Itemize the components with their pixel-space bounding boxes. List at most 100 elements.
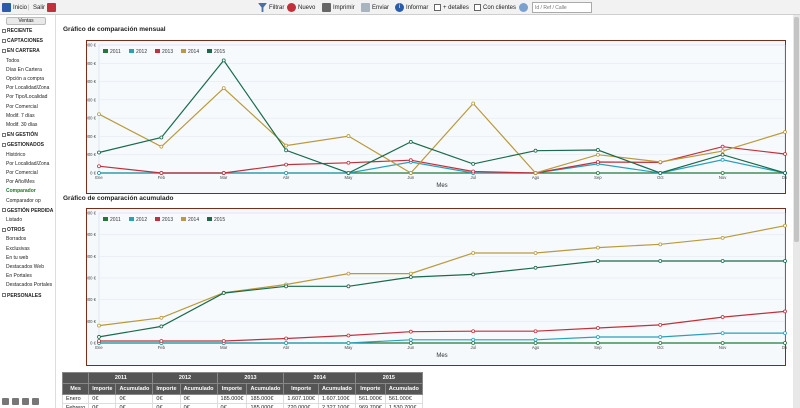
year-header: 2013	[216, 372, 285, 384]
legend-label: 2013	[162, 217, 173, 223]
details-checkbox[interactable]	[434, 4, 441, 11]
sidebar-item-label: Destacados Portales	[6, 282, 53, 289]
expand-icon	[2, 48, 6, 53]
clients-checkbox[interactable]	[474, 4, 481, 11]
data-point	[346, 333, 351, 338]
clients-toggle[interactable]: Con clientes	[474, 2, 516, 13]
series-line	[99, 332, 785, 344]
sidebar-item[interactable]: Modif. 30 días	[6, 122, 37, 128]
x-tick-label: Feb	[158, 175, 166, 180]
sidebar-section[interactable]: OTROS	[2, 227, 25, 233]
sidebar-item[interactable]: Modif. 7 días	[6, 113, 35, 119]
home-button[interactable]: Inicio	[2, 2, 27, 13]
table-row: Enero 0€ 0€ 0€ 0€ 185.000€ 185.000€ 1.607.100€ 1…	[61, 394, 423, 404]
sidebar-item[interactable]: Por Tipo/Localidad	[6, 94, 47, 100]
data-point	[596, 152, 600, 157]
legend-label: 2011	[110, 49, 121, 55]
sidebar-section[interactable]: EN GESTIÓN	[2, 132, 38, 138]
data-point	[471, 251, 476, 255]
filter-button[interactable]: Filtrar	[258, 2, 284, 13]
search-input[interactable]	[532, 2, 592, 13]
value-cell: 561.000€	[354, 394, 386, 404]
data-point	[658, 242, 663, 247]
new-button[interactable]: Nuevo	[287, 2, 315, 13]
sidebar-section[interactable]: GESTIONADOS	[2, 142, 44, 148]
value-cell: 2.327.100€	[317, 403, 356, 408]
x-tick-label: Jun	[407, 175, 414, 180]
data-point	[408, 341, 413, 345]
sidebar-item[interactable]: Por Comercial	[6, 170, 38, 176]
x-tick-label: Ene	[95, 175, 103, 180]
data-point	[720, 149, 725, 153]
plot-area	[98, 44, 786, 174]
sidebar-item[interactable]: Borrados	[6, 236, 26, 242]
data-point	[658, 335, 663, 339]
scrollbar[interactable]	[793, 15, 800, 408]
data-point	[658, 259, 663, 263]
data-point	[408, 337, 413, 342]
chart-icon[interactable]	[12, 398, 19, 405]
data-point	[408, 329, 413, 334]
data-point	[471, 101, 476, 106]
book-icon[interactable]	[22, 398, 29, 405]
sidebar-item[interactable]: En Portales	[6, 273, 32, 279]
data-point	[596, 148, 600, 152]
data-point	[284, 341, 288, 345]
sidebar-item[interactable]: Comparador op	[6, 198, 41, 204]
year-header: 2011	[88, 372, 154, 384]
sidebar-section[interactable]: CAPTACIONES	[2, 38, 43, 44]
toolbar: Inicio | Salir Filtrar Nuevo Imprimir En…	[0, 0, 800, 15]
sidebar-item[interactable]: Días En Cartera	[6, 67, 42, 73]
sidebar-item[interactable]: Listado	[6, 217, 22, 223]
sidebar-item[interactable]: Por Año/Mes	[6, 179, 35, 185]
sidebar-section[interactable]: PERSONALES	[2, 293, 41, 299]
x-axis-label: Mes	[436, 183, 447, 189]
print-button[interactable]: Imprimir	[322, 2, 355, 13]
send-button[interactable]: Enviar	[361, 2, 389, 13]
sidebar-item[interactable]: Por Localidad/Zona	[6, 85, 49, 91]
filter-icon	[258, 3, 267, 12]
legend-swatch	[181, 49, 186, 53]
sidebar-item[interactable]: En tu web	[6, 255, 28, 261]
new-icon	[287, 3, 296, 12]
report-button[interactable]: i Informar	[395, 2, 428, 13]
sidebar-item[interactable]: Por Localidad/Zona	[6, 161, 49, 167]
expand-icon	[2, 132, 6, 137]
sidebar-item[interactable]: Exclusivas	[6, 246, 30, 252]
data-point	[221, 171, 226, 175]
series-line	[99, 310, 786, 342]
y-tick-label: 0 €	[90, 171, 96, 176]
print-icon[interactable]	[32, 398, 39, 405]
y-tick-label: 2.500.000 €	[87, 79, 97, 84]
sidebar-item[interactable]: Por Comercial	[6, 104, 38, 110]
chart1-title: Gráfico de comparación mensual	[63, 26, 166, 33]
sidebar-section[interactable]: GESTIÓN PERDIDA	[2, 208, 53, 214]
ventas-button[interactable]: Ventas	[6, 17, 46, 25]
acumulado-column-header: Acumulado	[179, 383, 218, 395]
sidebar-item[interactable]: Histórico	[6, 152, 25, 158]
sidebar-item[interactable]: Comparador	[6, 188, 36, 194]
value-cell: 0€	[179, 403, 218, 408]
sidebar-item-label: Comparador	[6, 188, 36, 195]
y-tick-label: 3.000.000 €	[87, 61, 97, 66]
sidebar-section[interactable]: EN CARTERA	[2, 48, 40, 54]
tool-icon[interactable]	[2, 398, 9, 405]
data-point	[284, 171, 288, 175]
scrollbar-thumb[interactable]	[794, 17, 799, 242]
logout-button[interactable]: Salir	[33, 2, 58, 13]
details-toggle[interactable]: + detalles	[434, 2, 469, 13]
x-tick-label: Dic	[782, 175, 787, 180]
data-point	[97, 150, 101, 155]
data-point	[783, 130, 787, 134]
sidebar-item[interactable]: Opción a compra	[6, 76, 44, 82]
data-point	[533, 251, 538, 255]
sidebar-item[interactable]: Destacados Web	[6, 264, 44, 270]
x-tick-label: Oct	[657, 175, 664, 180]
sidebar-section[interactable]: RECIENTE	[2, 28, 32, 34]
new-label: Nuevo	[298, 4, 316, 11]
x-tick-label: Feb	[158, 345, 166, 350]
x-tick-label: May	[344, 345, 353, 350]
sidebar-item-label: Por Comercial	[6, 103, 38, 110]
sidebar-item[interactable]: Destacados Portales	[6, 282, 52, 288]
sidebar-item[interactable]: Todos	[6, 58, 19, 64]
